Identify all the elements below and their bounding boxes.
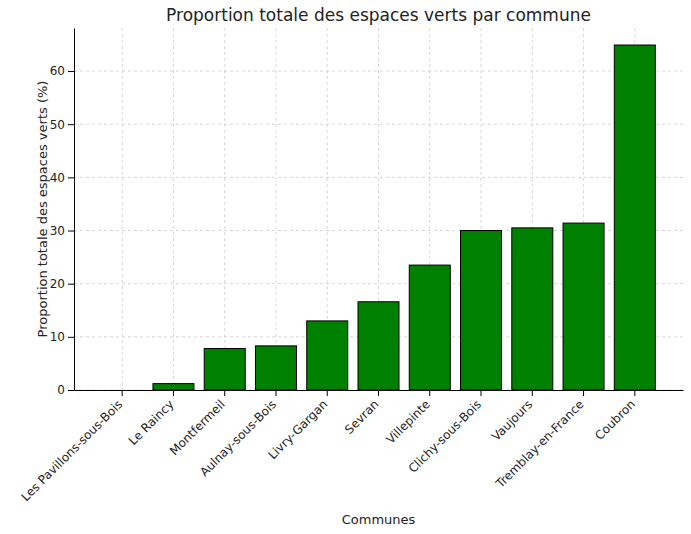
x-grid-line [173,28,174,390]
x-tick: Villepinte [383,390,432,447]
bar [153,384,194,390]
x-tick: Clichy-sous-Bois [406,390,484,476]
y-tick-label: 60 [50,64,65,78]
bar [204,349,245,390]
y-tick-mark [68,124,74,125]
x-tick-mark [378,390,379,396]
x-tick-label: Tremblay-en-France [493,397,587,491]
y-tick-label: 40 [50,171,65,185]
x-grid-line [275,28,276,390]
y-tick-mark [68,71,74,72]
x-tick: Les Pavillons-sous-Bois [18,390,125,504]
y-tick-mark [68,177,74,178]
y-tick: 50 [50,118,74,132]
x-tick-mark [224,390,225,396]
x-tick-mark [327,390,328,396]
x-tick-label: Le Raincy [126,397,177,448]
x-tick-mark [429,390,430,396]
x-tick: Vaujours [489,390,535,444]
x-tick: Tremblay-en-France [493,390,587,491]
y-tick-label: 50 [50,118,65,132]
y-axis-title: Proportion totale des espaces verts (%) [35,81,50,338]
y-tick-label: 30 [50,224,65,238]
bar [255,346,296,390]
x-tick: Sevran [342,390,382,437]
x-axis: Les Pavillons-sous-BoisLe RaincyMontferm… [18,390,683,504]
x-tick-mark [583,390,584,396]
y-tick-mark [68,390,74,391]
x-tick-mark [481,390,482,396]
bar [614,45,655,390]
y-axis: 0 10 20 30 40 50 60 [50,29,75,398]
x-tick-label: Coubron [592,397,638,443]
bar [307,321,348,390]
x-tick-label: Sevran [342,397,382,437]
y-tick: 30 [50,224,74,238]
x-axis-title: Communes [342,512,416,527]
y-tick: 10 [50,330,74,344]
x-tick: Livry-Gargan [266,390,331,462]
y-tick: 20 [50,277,74,291]
x-tick: Coubron [592,390,638,443]
y-tick: 60 [50,64,74,78]
chart: 0 10 20 30 40 50 60 Les Pavillons-sous-BoisLe R… [0,0,691,534]
y-tick-mark [68,231,74,232]
bar [102,390,143,391]
y-tick-mark [68,284,74,285]
y-tick: 40 [50,171,74,185]
x-tick-mark [275,390,276,396]
x-grid-line [122,28,123,390]
x-tick-label: Villepinte [383,397,432,446]
y-tick-label: 0 [57,383,65,397]
x-tick-label: Vaujours [489,397,535,443]
title: Proportion totale des espaces verts par … [166,5,591,25]
bars [153,45,655,390]
x-tick-label: Les Pavillons-sous-Bois [18,397,125,504]
bar [461,231,502,390]
x-tick: Aulnay-sous-Bois [197,390,279,479]
y-tick-mark [68,337,74,338]
x-tick: Le Raincy [126,390,177,448]
x-tick-label: Aulnay-sous-Bois [197,397,279,479]
x-tick-mark [634,390,635,396]
bar [358,302,399,390]
y-tick: 0 [57,383,74,397]
x-tick-mark [173,390,174,396]
x-tick-mark [532,390,533,396]
y-tick-label: 20 [50,277,65,291]
x-tick-label: Livry-Gargan [266,397,331,462]
grid [74,28,683,390]
x-tick-label: Clichy-sous-Bois [406,397,484,475]
y-grid-line [74,177,683,178]
x-grid-line [224,28,225,390]
y-tick-label: 10 [50,330,65,344]
x-tick-mark [122,390,123,396]
plot: 0 10 20 30 40 50 60 Les Pavillons-sous-BoisLe R… [18,28,683,504]
y-axis-line [74,29,75,391]
bar [409,265,450,390]
bar [512,228,553,390]
bar [563,223,604,390]
